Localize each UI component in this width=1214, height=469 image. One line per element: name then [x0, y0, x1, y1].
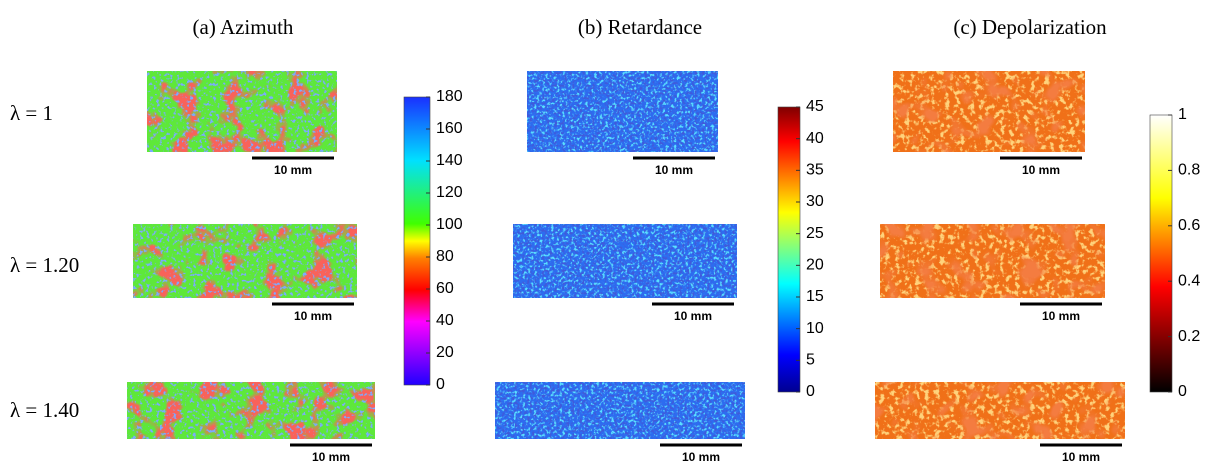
image-texture	[527, 71, 718, 152]
colorbar-tick-label: 0	[1178, 383, 1187, 400]
colorbar-tick-label: 0	[436, 376, 445, 393]
colorbar	[403, 96, 431, 386]
colorbar-tick-label: 0.6	[1178, 217, 1200, 234]
colorbar-tick-label: 20	[806, 257, 824, 274]
colorbar-tick-label: 0.2	[1178, 328, 1200, 345]
colorbar-tick-label: 140	[436, 152, 463, 169]
image-texture	[147, 71, 337, 152]
scale-bar-label: 10 mm	[312, 450, 350, 464]
colorbar-tick-label: 100	[436, 216, 463, 233]
row-label: λ = 1.40	[10, 398, 79, 422]
colorbar-tick-label: 5	[806, 352, 815, 369]
row-label: λ = 1.20	[10, 253, 79, 277]
colorbar-tick-label: 25	[806, 225, 824, 242]
colorbar	[777, 106, 801, 393]
colorbar-tick-label: 0.8	[1178, 162, 1200, 179]
scale-bar-label: 10 mm	[655, 163, 693, 177]
colorbar-tick-label: 10	[806, 320, 824, 337]
scale-bar-label: 10 mm	[294, 309, 332, 323]
column-title: (a) Azimuth	[193, 15, 294, 39]
image-texture	[513, 224, 737, 298]
colorbar-tick-label: 40	[436, 312, 454, 329]
colorbar-tick-label: 180	[436, 88, 463, 105]
colorbar-tick-label: 45	[806, 98, 824, 115]
colorbar-tick-label: 30	[806, 193, 824, 210]
image-texture	[127, 382, 375, 439]
scale-bar-label: 10 mm	[1042, 309, 1080, 323]
colorbar-tick-label: 60	[436, 280, 454, 297]
colorbar-tick-label: 120	[436, 184, 463, 201]
column-title: (c) Depolarization	[953, 15, 1107, 39]
colorbar-tick-label: 35	[806, 162, 824, 179]
image-texture	[133, 224, 357, 298]
scale-bar-label: 10 mm	[682, 450, 720, 464]
image-texture	[880, 224, 1105, 298]
image-texture	[875, 382, 1125, 439]
scale-bar-label: 10 mm	[674, 309, 712, 323]
scale-bar-label: 10 mm	[1062, 450, 1100, 464]
image-texture	[495, 382, 745, 439]
row-label: λ = 1	[10, 101, 53, 125]
column-title: (b) Retardance	[578, 15, 702, 39]
colorbar-tick-label: 80	[436, 248, 454, 265]
scale-bar-label: 10 mm	[274, 163, 312, 177]
colorbar-tick-label: 1	[1178, 106, 1187, 123]
scale-bar-label: 10 mm	[1022, 163, 1060, 177]
colorbar-tick-label: 0.4	[1178, 272, 1200, 289]
colorbar-tick-label: 20	[436, 344, 454, 361]
colorbar	[1149, 114, 1173, 393]
colorbar-tick-label: 15	[806, 288, 824, 305]
colorbar-tick-label: 160	[436, 120, 463, 137]
colorbar-tick-label: 40	[806, 130, 824, 147]
colorbar-tick-label: 0	[806, 383, 815, 400]
image-texture	[893, 71, 1085, 152]
